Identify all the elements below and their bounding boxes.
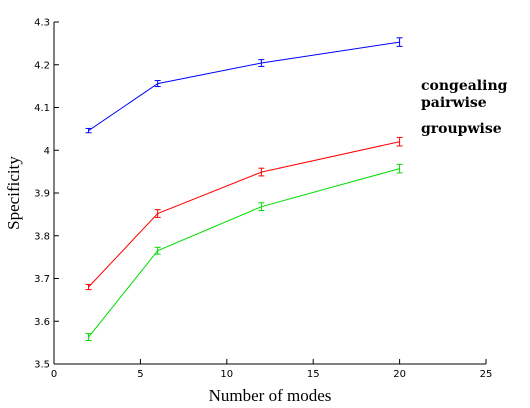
x-tick-label: 15	[307, 369, 320, 380]
x-axis-label: Number of modes	[209, 386, 332, 405]
axes: 0 5 10 15 20 25 3.5 3.6 3.7 3.8 3.9 4 4.1 4.2 4.3	[34, 18, 492, 381]
x-tick-label: 20	[393, 369, 406, 380]
series-layer	[85, 37, 403, 341]
error-bar	[154, 246, 161, 255]
error-bar	[396, 163, 403, 174]
y-tick-label: 3.9	[34, 189, 50, 200]
x-tick-label: 10	[220, 369, 233, 380]
series-line	[88, 168, 400, 338]
legend-item-pairwise: pairwise	[421, 95, 487, 111]
error-bar	[258, 59, 265, 67]
series-line	[88, 141, 400, 288]
y-tick-label: 4.2	[34, 60, 50, 71]
error-bar	[85, 127, 92, 134]
series-congealing	[85, 37, 403, 134]
x-tick-label: 0	[51, 369, 57, 380]
y-axis-label: Specificity	[4, 156, 23, 230]
legend-item-congealing: congealing	[421, 78, 508, 94]
y-tick-label: 3.5	[34, 360, 50, 371]
legend-item-groupwise: groupwise	[421, 121, 502, 137]
error-bar	[258, 167, 265, 177]
y-tick-label: 3.8	[34, 231, 50, 242]
y-tick-label: 4.1	[34, 103, 50, 114]
error-bar	[85, 283, 92, 291]
error-bar	[154, 80, 161, 88]
y-tick-label: 3.7	[34, 274, 50, 285]
y-tick-label: 4.3	[34, 18, 50, 29]
error-bar	[396, 136, 403, 147]
series-pairwise	[85, 136, 403, 291]
error-bar	[154, 209, 161, 218]
y-tick-label: 4	[44, 146, 50, 157]
x-tick-label: 5	[137, 369, 143, 380]
error-bar	[396, 37, 403, 47]
error-bar	[258, 202, 265, 212]
x-tick-label: 25	[480, 369, 493, 380]
error-bar	[85, 333, 92, 341]
y-tick-label: 3.6	[34, 317, 50, 328]
series-groupwise	[85, 163, 403, 341]
series-line	[88, 41, 400, 132]
